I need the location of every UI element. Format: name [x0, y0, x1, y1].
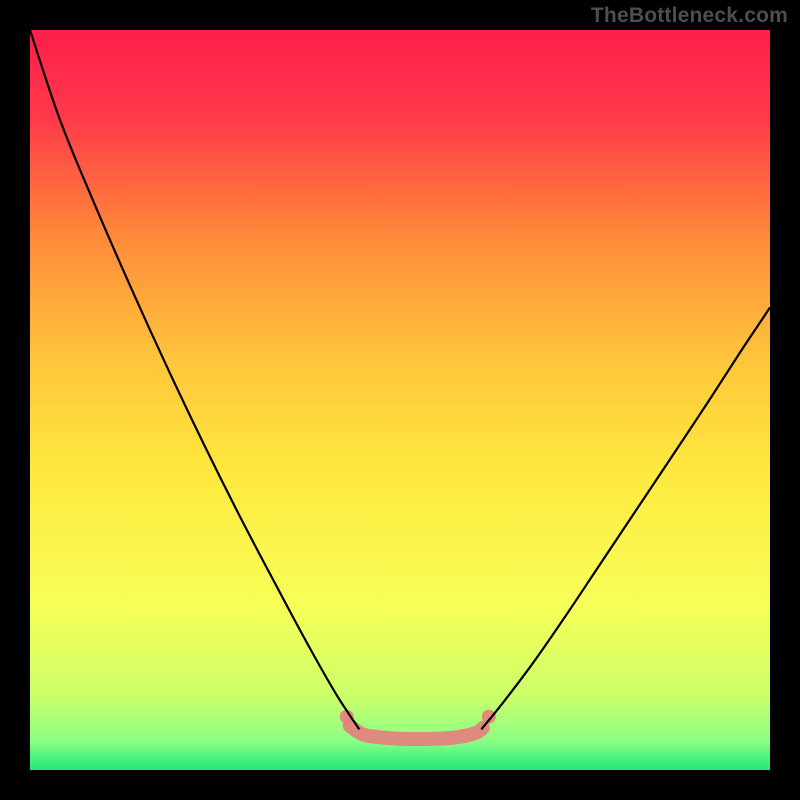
- plot-background: [30, 30, 770, 770]
- chart-svg: [0, 0, 800, 800]
- attribution-text: TheBottleneck.com: [591, 4, 788, 28]
- bottleneck-chart: TheBottleneck.com: [0, 0, 800, 800]
